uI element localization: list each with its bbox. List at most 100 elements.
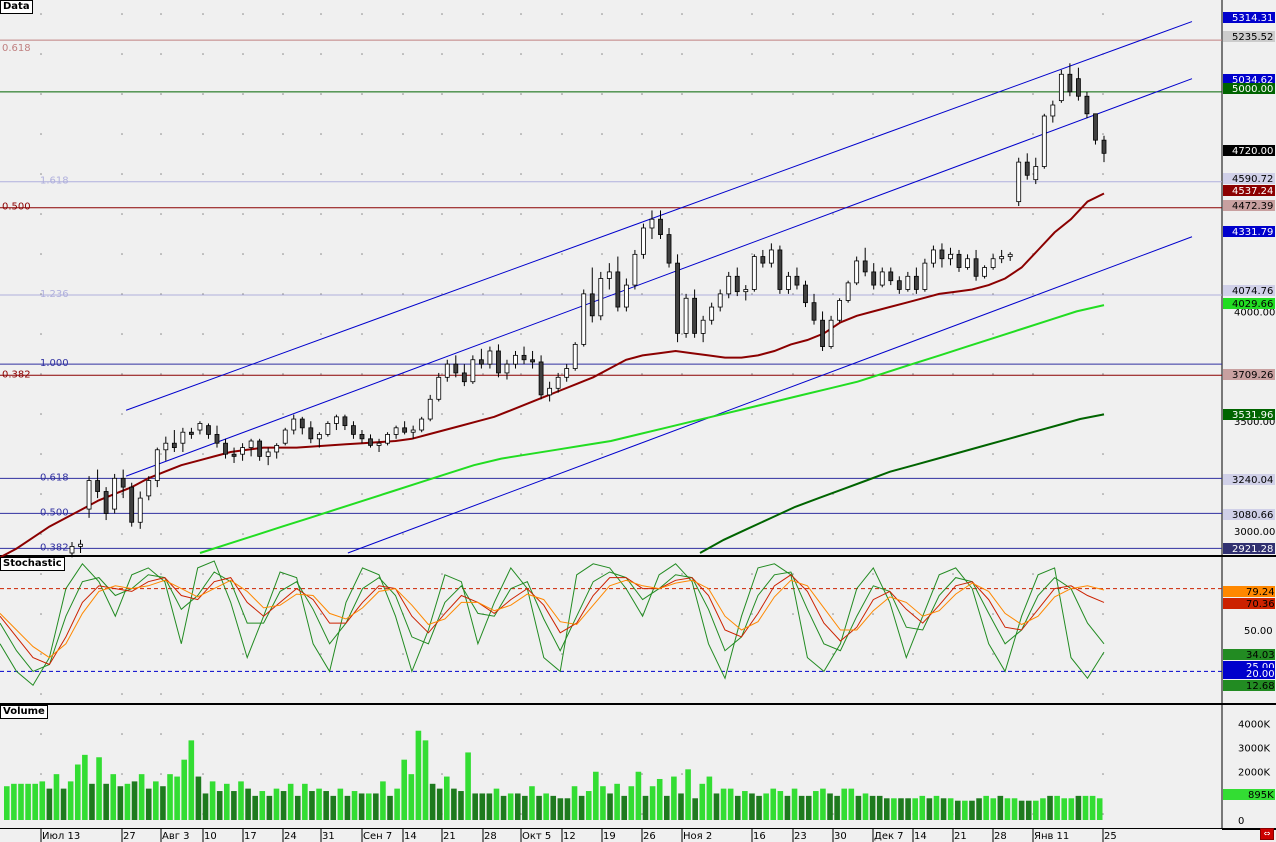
grid-dot <box>561 413 563 415</box>
volume-bar <box>664 795 670 820</box>
grid-dot <box>242 693 244 695</box>
volume-bar <box>954 800 961 820</box>
grid-dot <box>641 293 643 295</box>
grid-dot <box>202 573 204 575</box>
candle <box>820 311 825 351</box>
candle <box>240 443 245 461</box>
grid-dot <box>482 93 484 95</box>
candle <box>78 539 83 553</box>
grid-dot <box>992 373 994 375</box>
grid-dot <box>601 653 603 655</box>
candle-body <box>1050 104 1056 117</box>
candle <box>146 476 152 501</box>
price-axis-label: 3500.00 <box>1234 417 1275 428</box>
grid-dot <box>202 213 204 215</box>
grid-dot <box>992 13 994 15</box>
candle-body <box>393 427 399 435</box>
grid-dot <box>121 413 123 415</box>
candle <box>470 355 476 384</box>
candle-body <box>402 427 408 433</box>
grid-dot <box>520 573 522 575</box>
volume-bar <box>891 798 897 820</box>
candle-body <box>999 256 1005 260</box>
volume-bar <box>117 786 124 820</box>
candle-body <box>248 440 254 448</box>
candle-body <box>1024 161 1030 176</box>
grid-dot <box>160 413 162 415</box>
candle-body <box>572 343 578 369</box>
candle-body <box>530 359 535 363</box>
grid-dot <box>320 93 322 95</box>
grid-dot <box>912 13 914 15</box>
volume-bar <box>720 788 727 820</box>
time-axis-label: 30 <box>834 831 847 842</box>
price-axis-bg <box>1222 0 1276 842</box>
grid-dot <box>751 93 753 95</box>
stoch-tag-label: 34.03 <box>1246 650 1275 661</box>
grid-dot <box>482 733 484 735</box>
volume-tag-label: 895K <box>1248 790 1274 801</box>
candle <box>751 254 757 292</box>
candle <box>931 245 936 268</box>
volume-bar <box>884 798 890 820</box>
grid-dot <box>1102 133 1104 135</box>
grid-dot <box>952 333 954 335</box>
candle-body <box>163 442 169 451</box>
grid-dot <box>282 333 284 335</box>
grid-dot <box>952 693 954 695</box>
grid-dot <box>1032 53 1034 55</box>
volume-bar <box>805 795 812 820</box>
volume-bar <box>145 788 152 820</box>
grid-dot <box>320 373 322 375</box>
grid-dot <box>441 413 443 415</box>
volume-bar <box>1047 795 1053 820</box>
grid-dot <box>681 333 683 335</box>
volume-bar <box>110 774 117 820</box>
grid-dot <box>520 213 522 215</box>
candle-body <box>240 447 245 455</box>
grid-dot <box>242 653 244 655</box>
volume-bar <box>330 795 337 820</box>
grid-dot <box>441 333 443 335</box>
candle-body <box>137 497 143 523</box>
grid-dot <box>361 533 363 535</box>
grid-dot <box>751 253 753 255</box>
volume-bar <box>479 793 486 820</box>
grid-dot <box>282 253 284 255</box>
candle-body <box>803 284 808 304</box>
grid-dot <box>121 773 123 775</box>
grid-dot <box>992 173 994 175</box>
volume-bar <box>507 793 514 820</box>
grid-dot <box>912 373 914 375</box>
grid-dot <box>40 453 42 455</box>
grid-dot <box>202 533 204 535</box>
grid-dot <box>792 773 794 775</box>
grid-dot <box>282 613 284 615</box>
grid-dot <box>482 53 484 55</box>
volume-bar <box>841 788 848 820</box>
volume-bar <box>990 798 997 820</box>
fib-label: 0.500 <box>40 507 69 518</box>
grid-dot <box>952 573 954 575</box>
candle-body <box>931 249 936 264</box>
volume-bar <box>429 783 436 820</box>
candle <box>1016 157 1022 207</box>
grid-dot <box>641 373 643 375</box>
grid-dot <box>441 733 443 735</box>
grid-dot <box>402 253 404 255</box>
grid-dot <box>751 773 753 775</box>
volume-bar <box>905 798 911 820</box>
grid-dot <box>561 773 563 775</box>
stoch-line <box>0 579 1105 659</box>
grid-dot <box>641 13 643 15</box>
price-tag-label: 4331.79 <box>1232 227 1273 238</box>
grid-dot <box>121 733 123 735</box>
grid-dot <box>520 693 522 695</box>
candle-body <box>811 302 817 321</box>
stoch-tag-label: 25.00 <box>1246 662 1275 673</box>
candle-body <box>1016 161 1022 203</box>
price-tag <box>1223 409 1275 420</box>
grid-dot <box>681 413 683 415</box>
expand-icon[interactable]: ⇔ <box>1260 828 1274 840</box>
grid-dot <box>482 493 484 495</box>
